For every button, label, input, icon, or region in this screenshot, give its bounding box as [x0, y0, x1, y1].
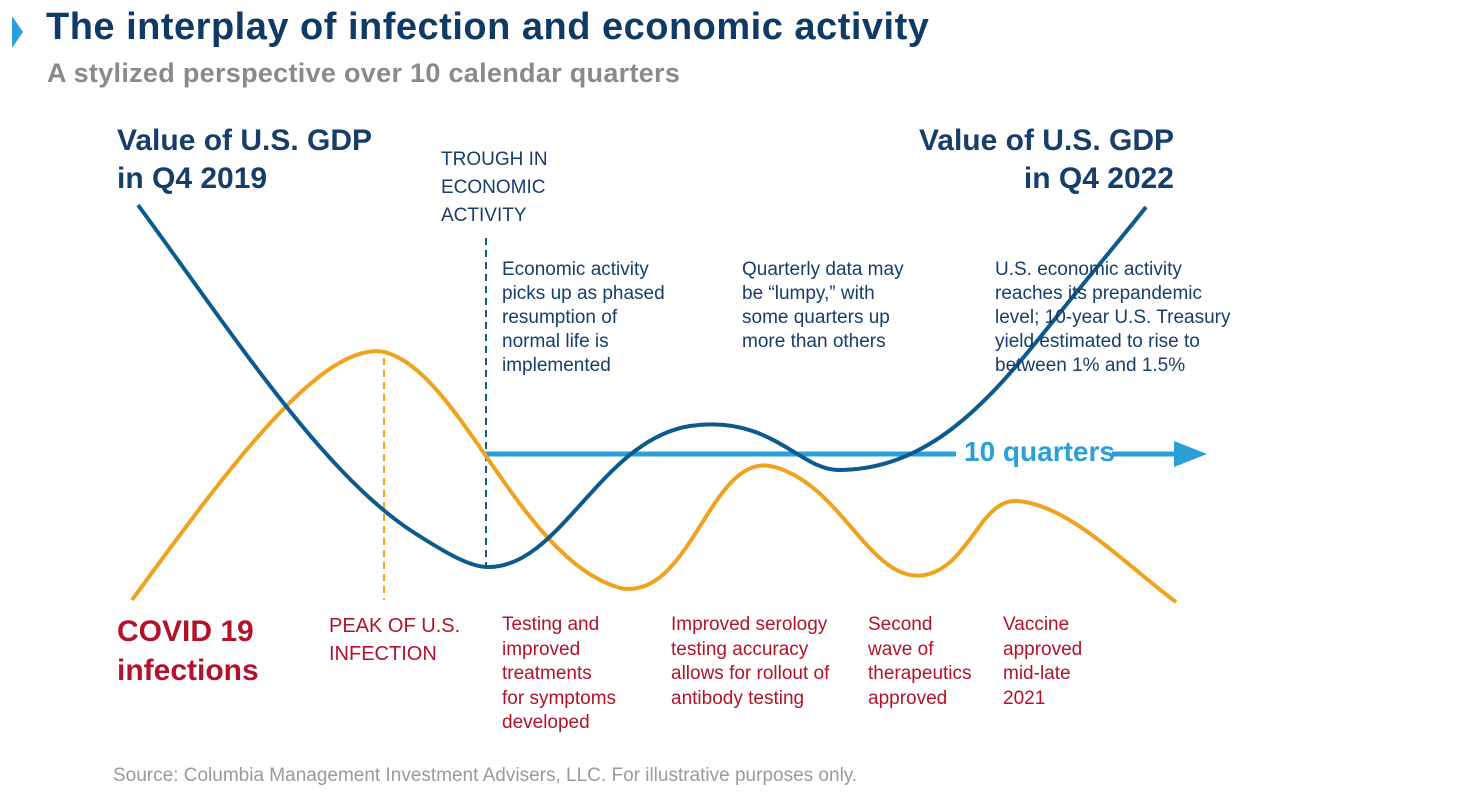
peak-label: PEAK OF U.S. INFECTION: [329, 615, 461, 665]
infection-curve: [130, 349, 1178, 604]
gdp-left-label: Value of U.S. GDP in Q4 2019: [117, 124, 373, 195]
economic-note-lumpy: Quarterly data may be “lumpy,” with some…: [742, 259, 904, 352]
gdp-right-label: Value of U.S. GDP in Q4 2022: [918, 124, 1174, 195]
infection-note-vaccine: Vaccine approved mid-late 2021: [1003, 614, 1083, 709]
trough-label: TROUGH IN ECONOMIC ACTIVITY: [441, 149, 548, 226]
quarters-arrow-head-icon: [1174, 441, 1207, 467]
infection-note-serology: Improved serology testing accuracy allow…: [671, 614, 830, 709]
gdp-curve: [136, 203, 1148, 570]
page-title: The interplay of infection and economic …: [46, 6, 930, 48]
covid-label: COVID 19 infections: [117, 615, 259, 687]
economic-note-prepandemic: U.S. economic activity reaches its prepa…: [995, 259, 1231, 376]
source-footnote: Source: Columbia Management Investment A…: [113, 765, 858, 786]
infection-note-second-wave: Second wave of therapeutics approved: [868, 614, 972, 709]
economic-note-recovery: Economic activity picks up as phased res…: [502, 259, 665, 376]
quarters-arrow-label: 10 quarters: [964, 436, 1115, 467]
infection-note-testing: Testing and improved treatments for symp…: [502, 614, 617, 733]
title-accent-triangle-icon: [12, 16, 23, 48]
page-subtitle: A stylized perspective over 10 calendar …: [47, 58, 681, 88]
